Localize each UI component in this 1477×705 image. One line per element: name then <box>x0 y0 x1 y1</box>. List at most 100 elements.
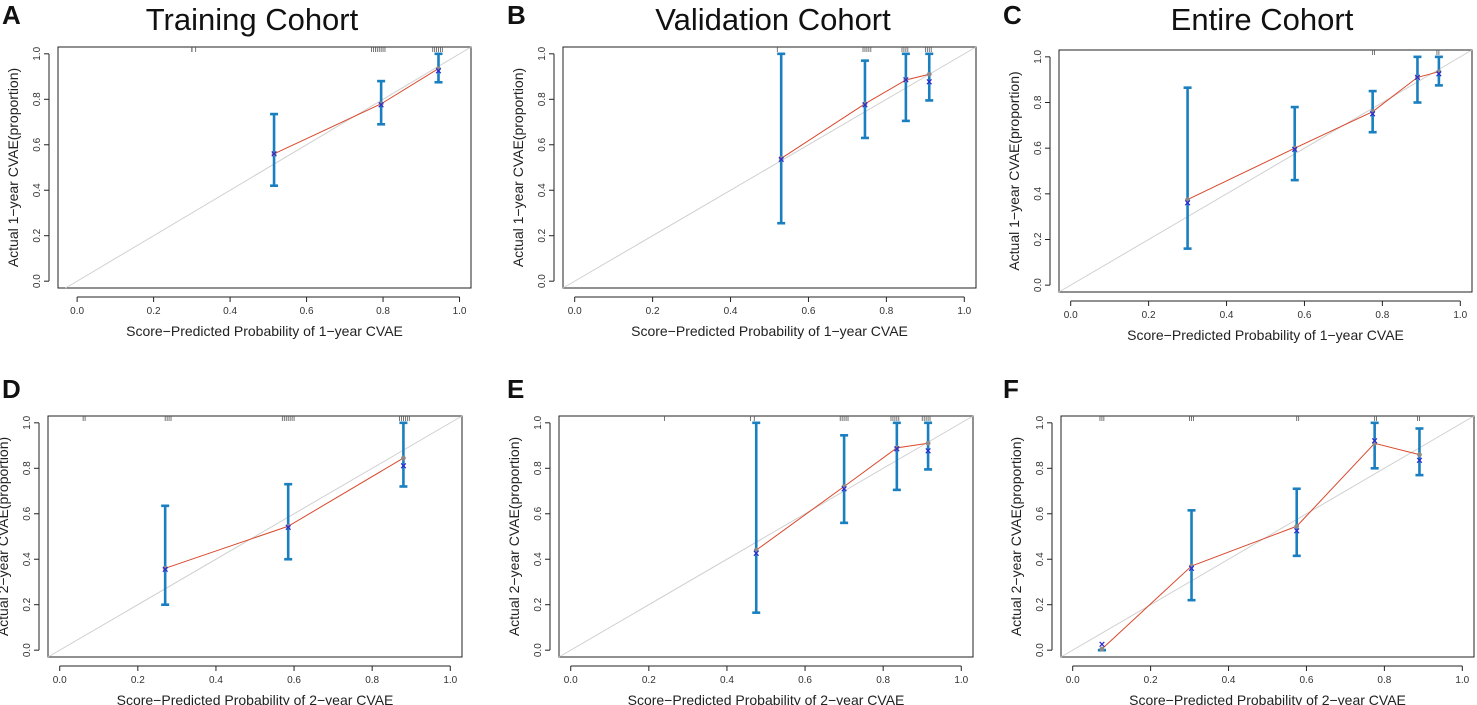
x-tick-label: 0.0 <box>568 306 582 317</box>
plot-frame <box>558 415 974 658</box>
x-tick-label: 0.4 <box>223 306 237 317</box>
x-tick-label: 0.2 <box>642 675 656 686</box>
x-tick-label: 0.0 <box>70 306 84 317</box>
y-tick-label: 0.2 <box>533 597 544 611</box>
x-tick-label: 1.0 <box>1453 310 1467 321</box>
x-tick-label: 0.0 <box>1066 675 1080 686</box>
x-tick-label: 0.4 <box>720 675 734 686</box>
y-tick-label: 0.0 <box>533 643 544 657</box>
panel-c-plot: 0.0 0.2 0.4 0.6 0.8 1.0 Score−Predicted Probab… <box>1006 49 1473 343</box>
panel-letter-e: E <box>507 374 524 404</box>
column-title-validation: Validation Cohort <box>655 2 891 37</box>
predicted-point <box>894 445 900 451</box>
y-tick-label: 0.8 <box>22 461 33 475</box>
y-tick-label: 0.4 <box>22 552 33 566</box>
predicted-point <box>1185 197 1190 202</box>
y-tick-label: 0.6 <box>22 506 33 520</box>
x-tick-label: 0.2 <box>147 306 161 317</box>
predicted-point <box>1294 523 1300 529</box>
fitted-line <box>755 442 929 551</box>
panel-e-plot: 0.0 0.2 0.4 0.6 0.8 1.0 Score−Predicted Probab… <box>506 415 974 705</box>
panel-letter-f: F <box>1003 374 1019 404</box>
observed-point: × <box>378 99 384 111</box>
x-tick-label: 0.2 <box>1142 310 1156 321</box>
predicted-point <box>903 77 909 83</box>
column-title-entire: Entire Cohort <box>1171 2 1354 37</box>
predicted-point <box>401 455 406 461</box>
y-tick-label: 0.8 <box>537 92 548 106</box>
observed-point: × <box>1188 563 1194 575</box>
observed-point: × <box>285 522 291 534</box>
y-tick-label: 1.0 <box>1035 415 1046 429</box>
column-title-training: Training Cohort <box>146 2 359 37</box>
y-tick-label: 0.6 <box>32 137 43 151</box>
y-tick-label: 0.2 <box>537 228 548 242</box>
observed-point: × <box>841 483 847 495</box>
predicted-point <box>436 66 441 71</box>
x-axis-label: Score−Predicted Probability of 1−year CV… <box>1127 327 1404 343</box>
x-tick-label: 0.6 <box>798 675 812 686</box>
y-axis-label: Actual 2−year CVAE(proportion) <box>1008 437 1024 636</box>
x-tick-label: 0.2 <box>1144 675 1158 686</box>
observed-point: × <box>925 446 931 458</box>
x-tick-label: 0.0 <box>564 675 578 686</box>
x-tick-label: 0.2 <box>131 675 145 686</box>
predicted-point <box>162 565 168 571</box>
y-tick-label: 0.0 <box>22 643 33 657</box>
observed-point: × <box>1371 436 1377 448</box>
x-tick-label: 0.8 <box>376 306 390 317</box>
x-tick-label: 1.0 <box>453 306 467 317</box>
y-axis-label: Actual 2−year CVAE(proportion) <box>0 437 11 636</box>
fitted-line <box>1101 442 1420 650</box>
panel-b-plot: 0.0 0.2 0.4 0.6 0.8 1.0 Score−Predicted Probab… <box>510 46 977 339</box>
predicted-point <box>925 440 931 446</box>
y-tick-label: 0.6 <box>1035 506 1046 520</box>
y-tick-label: 0.0 <box>1035 643 1046 657</box>
x-tick-label: 0.6 <box>1298 310 1312 321</box>
plot-frame <box>1058 49 1473 293</box>
x-axis-label: Score−Predicted Probability of 2−year CV… <box>628 692 905 705</box>
ideal-line <box>1060 415 1475 658</box>
observed-point: × <box>400 461 406 473</box>
predicted-point <box>841 484 847 489</box>
plot-frame <box>562 46 977 289</box>
x-axis-label: Score−Predicted Probability of 2−year CV… <box>117 692 394 705</box>
panel-a-plot: 0.0 0.2 0.4 0.6 0.8 1.0 Score−Predicted Probab… <box>5 46 472 339</box>
observed-point: × <box>1294 525 1300 537</box>
x-tick-label: 0.8 <box>876 675 890 686</box>
predicted-point <box>1372 440 1378 446</box>
observed-point: × <box>778 154 784 166</box>
panel-d-plot: 0.0 0.2 0.4 0.6 0.8 1.0 Score−Predicted Probab… <box>0 415 463 705</box>
predicted-point <box>753 547 759 553</box>
observed-point: × <box>1414 72 1420 84</box>
y-tick-label: 0.2 <box>22 597 33 611</box>
predicted-point <box>1370 109 1376 115</box>
predicted-point <box>271 151 277 157</box>
y-tick-label: 0.0 <box>537 274 548 288</box>
plot-frame <box>1060 415 1475 658</box>
y-tick-label: 0.2 <box>32 228 43 242</box>
y-tick-label: 0.8 <box>32 92 43 106</box>
predicted-point <box>1415 74 1420 80</box>
y-tick-label: 1.0 <box>533 415 544 429</box>
y-tick-label: 1.0 <box>22 415 33 429</box>
x-tick-label: 0.6 <box>802 306 816 317</box>
predicted-point <box>285 523 291 529</box>
y-tick-label: 0.4 <box>537 183 548 197</box>
panel-f-plot: 0.0 0.2 0.4 0.6 0.8 1.0 Score−Predicted Probab… <box>1008 415 1475 705</box>
x-tick-label: 0.4 <box>209 675 223 686</box>
x-axis-label: Score−Predicted Probability of 1−year CV… <box>631 323 908 339</box>
x-tick-label: 0.6 <box>300 306 314 317</box>
x-tick-label: 0.0 <box>53 675 67 686</box>
y-tick-label: 1.0 <box>32 46 43 60</box>
x-tick-label: 0.8 <box>879 306 893 317</box>
y-tick-label: 0.0 <box>1033 278 1044 292</box>
x-tick-label: 0.0 <box>1064 310 1078 321</box>
plot-frame <box>47 415 463 658</box>
x-axis-label: Score−Predicted Probability of 1−year CV… <box>126 323 403 339</box>
ideal-line <box>1058 49 1473 293</box>
predicted-point <box>1436 69 1442 75</box>
observed-point: × <box>435 65 441 77</box>
predicted-point <box>778 156 784 161</box>
